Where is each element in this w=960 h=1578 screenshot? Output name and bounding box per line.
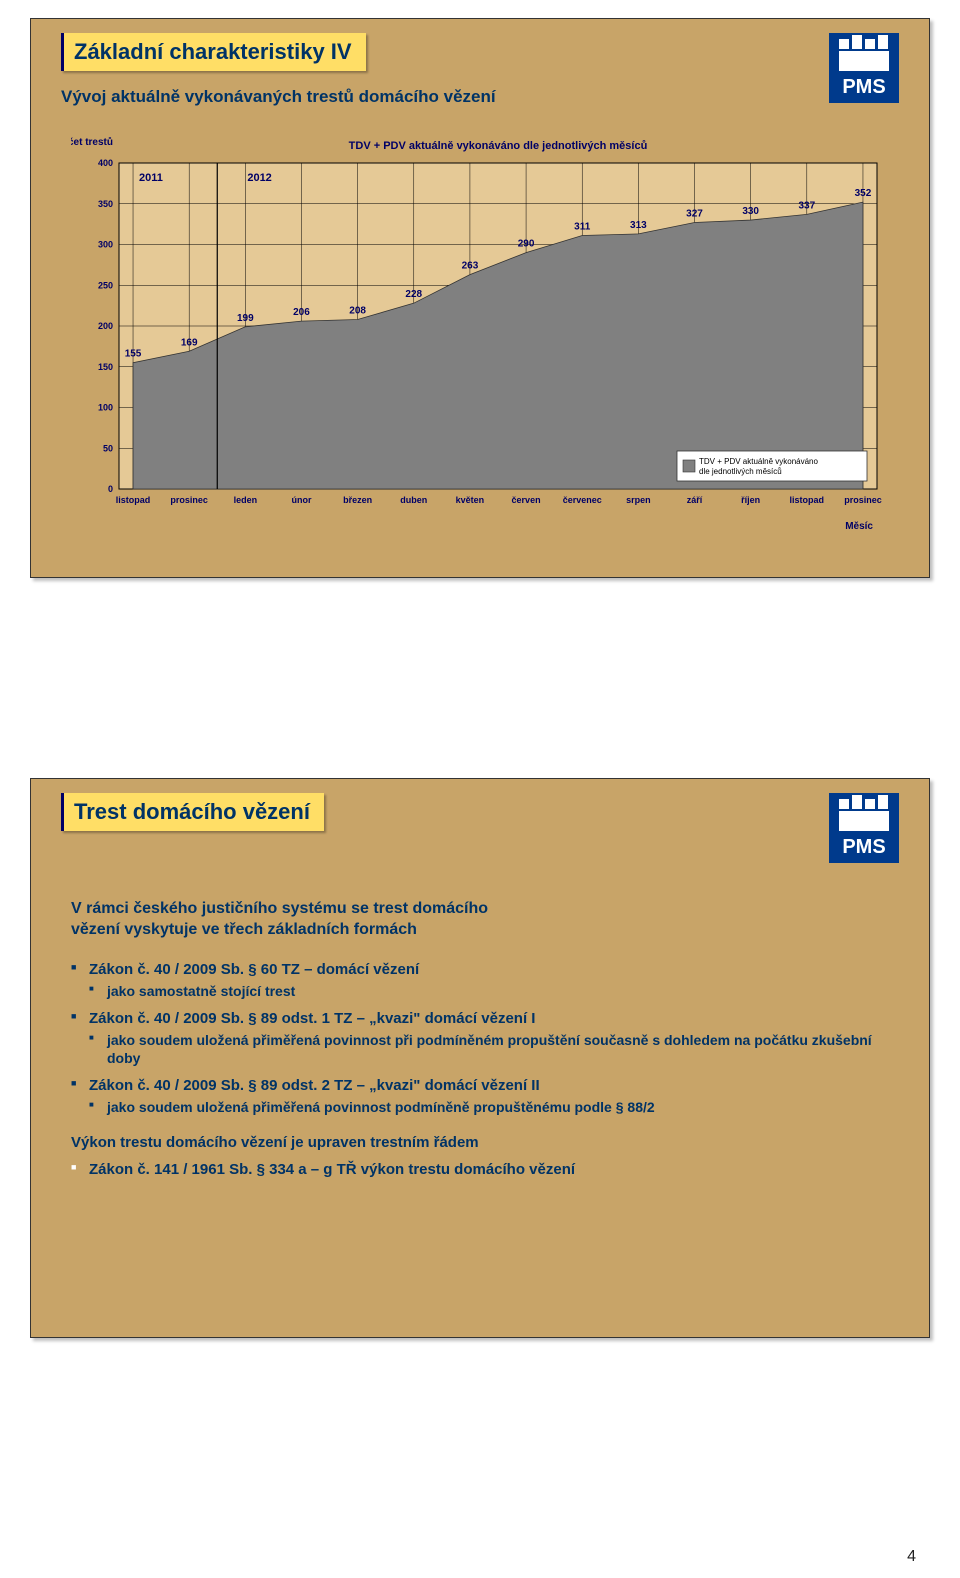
svg-text:leden: leden	[234, 495, 258, 505]
lead-line2: vězení vyskytuje ve třech základních for…	[71, 921, 417, 938]
law-2-main: Zákon č. 40 / 2009 Sb. § 89 odst. 1 TZ –…	[89, 1010, 535, 1027]
svg-text:155: 155	[125, 349, 142, 360]
svg-text:říjen: říjen	[741, 495, 760, 505]
law-3-sub: jako soudem uložená přiměřená povinnost …	[89, 1098, 889, 1116]
svg-text:327: 327	[686, 208, 703, 219]
svg-text:311: 311	[574, 222, 591, 233]
svg-text:352: 352	[855, 188, 872, 199]
slide1-title-wrap: Základní charakteristiky IV Vývoj aktuál…	[61, 33, 496, 107]
slide2-title: Trest domácího vězení	[74, 799, 310, 824]
slide-trest-domaciho: Trest domácího vězení PMS V rámci českéh…	[30, 778, 930, 1338]
svg-text:srpen: srpen	[626, 495, 651, 505]
svg-text:prosinec: prosinec	[844, 495, 882, 505]
svg-text:PMS: PMS	[842, 836, 885, 858]
svg-text:300: 300	[98, 240, 113, 250]
svg-text:červenec: červenec	[563, 495, 602, 505]
footer-item: Zákon č. 141 / 1961 Sb. § 334 a – g TŘ v…	[71, 1161, 889, 1178]
svg-text:dle jednotlivých měsíců: dle jednotlivých měsíců	[699, 467, 782, 476]
svg-text:0: 0	[108, 484, 113, 494]
svg-text:Měsíc: Měsíc	[845, 521, 873, 532]
svg-text:duben: duben	[400, 495, 427, 505]
pms-logo: PMS	[829, 793, 899, 863]
area-chart: 0 50 100 150 200 250 300 350 400 Počet trestů TDV …	[71, 129, 891, 549]
law-2-sub: jako soudem uložená přiměřená povinnost …	[89, 1031, 889, 1067]
pms-logo: PMS	[829, 33, 899, 103]
svg-text:červen: červen	[512, 495, 541, 505]
law-item-3: Zákon č. 40 / 2009 Sb. § 89 odst. 2 TZ –…	[71, 1077, 889, 1116]
slide1-title: Základní charakteristiky IV	[74, 39, 352, 64]
svg-text:208: 208	[349, 305, 366, 316]
law-list: Zákon č. 40 / 2009 Sb. § 60 TZ – domácí …	[71, 961, 889, 1117]
svg-text:TDV + PDV aktuálně vykonáváno: TDV + PDV aktuálně vykonáváno	[699, 457, 819, 466]
svg-text:Počet trestů: Počet trestů	[71, 136, 113, 148]
svg-text:263: 263	[462, 261, 479, 272]
law-item-1: Zákon č. 40 / 2009 Sb. § 60 TZ – domácí …	[71, 961, 889, 1000]
footer-label: Výkon trestu domácího vězení je upraven …	[71, 1134, 889, 1151]
slide2-title-box: Trest domácího vězení	[61, 793, 324, 831]
slide-charakteristiky: Základní charakteristiky IV Vývoj aktuál…	[30, 18, 930, 578]
svg-text:březen: březen	[343, 495, 372, 505]
svg-text:169: 169	[181, 337, 198, 348]
slide2-title-wrap: Trest domácího vězení	[61, 793, 324, 831]
svg-text:337: 337	[798, 200, 815, 211]
svg-text:400: 400	[98, 158, 113, 168]
slide1-title-box: Základní charakteristiky IV	[61, 33, 366, 71]
svg-text:100: 100	[98, 403, 113, 413]
svg-text:prosinec: prosinec	[170, 495, 208, 505]
svg-text:206: 206	[293, 307, 310, 318]
svg-text:2012: 2012	[247, 172, 271, 184]
svg-text:150: 150	[98, 362, 113, 372]
logo-text: PMS	[842, 76, 885, 98]
svg-text:350: 350	[98, 199, 113, 209]
svg-text:200: 200	[98, 321, 113, 331]
law-1-sub: jako samostatně stojící trest	[89, 982, 889, 1000]
svg-text:2011: 2011	[139, 172, 163, 184]
svg-text:listopad: listopad	[790, 495, 825, 505]
svg-text:únor: únor	[291, 495, 311, 505]
law-item-2: Zákon č. 40 / 2009 Sb. § 89 odst. 1 TZ –…	[71, 1010, 889, 1067]
law-1-main: Zákon č. 40 / 2009 Sb. § 60 TZ – domácí …	[89, 961, 419, 978]
svg-text:září: září	[687, 495, 703, 505]
svg-text:250: 250	[98, 280, 113, 290]
svg-text:313: 313	[630, 220, 647, 231]
slide2-content: V rámci českého justičního systému se tr…	[71, 899, 889, 1188]
svg-text:listopad: listopad	[116, 495, 151, 505]
law-3-main: Zákon č. 40 / 2009 Sb. § 89 odst. 2 TZ –…	[89, 1077, 540, 1094]
slide2-lead: V rámci českého justičního systému se tr…	[71, 899, 889, 941]
svg-text:290: 290	[518, 239, 535, 250]
svg-text:květen: květen	[456, 495, 485, 505]
svg-text:50: 50	[103, 443, 113, 453]
svg-text:228: 228	[405, 289, 422, 300]
svg-text:330: 330	[742, 206, 759, 217]
svg-text:199: 199	[237, 313, 254, 324]
footer-inset: Zákon č. 141 / 1961 Sb. § 334 a – g TŘ v…	[71, 1161, 889, 1178]
slide1-subtitle: Vývoj aktuálně vykonávaných trestů domác…	[61, 87, 496, 107]
page-number: 4	[907, 1548, 916, 1566]
svg-text:TDV + PDV aktuálně vykonáváno: TDV + PDV aktuálně vykonáváno dle jednot…	[349, 140, 648, 152]
lead-line1: V rámci českého justičního systému se tr…	[71, 900, 488, 917]
